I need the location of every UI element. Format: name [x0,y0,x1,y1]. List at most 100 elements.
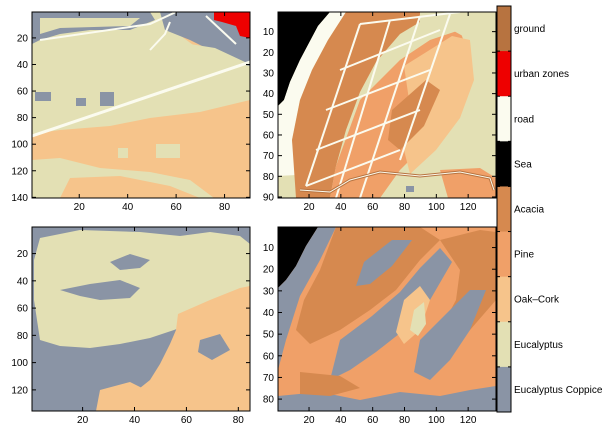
colorbar-swatch [497,51,511,97]
colorbar-label: Acacia [514,205,544,216]
x-tick-label: 80 [399,415,411,425]
x-tick-label: 60 [181,415,193,425]
y-tick-label: 40 [263,89,275,100]
y-tick-label: 60 [17,87,29,98]
map-bottom-right [278,227,496,411]
x-tick-label: 40 [335,415,347,425]
colorbar-frame [496,5,512,413]
x-tick-label: 120 [460,202,477,213]
region-sea [278,12,330,106]
colorbar-swatch [497,231,511,278]
road-grid [305,12,461,198]
colorbar-label: ground [514,24,545,35]
y-tick-label: 80 [263,172,275,183]
colorbar-label: road [514,114,534,125]
y-tick-label: 20 [17,33,29,44]
colorbar-swatch [497,186,511,233]
axes-bottom-left: 20 40 60 80 20 40 60 80 100 120 [11,226,251,425]
x-tick-label: 20 [74,202,86,213]
road-diagonal [32,60,250,138]
y-tick-label: 80 [17,113,29,124]
x-tick-label: 40 [129,415,141,425]
y-tick-label: 100 [11,358,28,369]
x-tick-label: 20 [77,415,89,425]
region-road-shore [278,12,346,176]
y-tick-label: 100 [11,140,28,151]
x-tick-label: 60 [367,415,379,425]
x-tick-label: 120 [460,415,477,425]
x-tick-label: 20 [303,415,315,425]
map-top-right [278,12,496,198]
colorbar-label: urban zones [514,69,569,80]
region-eucalyptus-right [440,12,496,74]
region-acacia-inner [388,80,440,150]
y-tick-label: 40 [17,276,29,287]
axes-frame [31,11,251,199]
x-tick-label: 80 [233,415,245,425]
road-upper [39,12,177,41]
colorbar-label: Sea [514,159,532,170]
y-tick-label: 70 [263,151,275,162]
region-sea [278,227,318,288]
y-tick-label: 80 [263,395,275,406]
colorbar-swatch [497,141,511,187]
map-bottom-left [32,227,250,411]
x-tick-label: 40 [335,202,347,213]
region-eucalyptus-top [32,12,250,134]
x-tick-label: 100 [428,415,445,425]
road-ring-inner [299,171,495,193]
region-coppice-band [330,248,452,380]
x-tick-label: 60 [171,202,183,213]
map-top-left [32,12,250,198]
region-coppice-inner [60,280,140,300]
colorbar-label: Oak–Cork [514,295,560,306]
y-tick-label: 10 [263,243,275,254]
region-coppice-band [414,290,486,380]
region-oak-cork-sw [96,382,150,411]
colorbar-swatch [497,276,511,323]
region-acacia [292,12,420,198]
colorbar-swatch [497,321,511,368]
region-acacia [296,227,440,344]
region-coppice-block [184,12,206,26]
y-tick-label: 120 [11,166,28,177]
y-tick-label: 80 [17,331,29,342]
region-coppice-shore [278,227,336,370]
axes-top-left: 20 40 60 80 20 40 60 80 100 120 140 [11,11,251,213]
region-coppice-sw [198,334,230,360]
region-coppice-band [356,240,412,286]
y-tick-label: 50 [263,110,275,121]
region-eucalyptus-patch [156,144,180,158]
y-tick-label: 10 [263,27,275,38]
region-coppice-right [160,12,250,66]
y-tick-label: 20 [263,265,275,276]
region-eucalyptus [410,302,426,336]
y-tick-label: 90 [263,192,275,203]
region-coppice-bottom [278,386,496,411]
y-tick-label: 20 [17,249,29,260]
colorbar-legend: ground urban zones road Sea Acacia Pine Oak–Co… [496,5,603,413]
y-tick-label: 60 [17,304,29,315]
road-curve [149,21,171,51]
y-tick-label: 30 [263,68,275,79]
y-tick-label: 140 [11,193,28,204]
colorbar-label: Eucalyptus Coppice [514,385,603,396]
x-tick-label: 60 [367,202,379,213]
x-tick-label: 20 [303,202,315,213]
region-eucalyptus-band [40,18,140,34]
region-coppice-inner [110,254,150,270]
region-acacia-bottom [300,372,360,396]
road-urban [205,15,237,45]
region-eucalyptus-ne [212,254,250,290]
colorbar-label: Pine [514,250,534,261]
y-tick-label: 60 [263,351,275,362]
region-coppice-patch [406,186,414,192]
y-tick-label: 60 [263,130,275,141]
axes-bottom-right: 20 40 60 80 100 120 10 20 30 40 50 60 70 80 [263,226,497,425]
x-tick-label: 40 [122,202,134,213]
x-tick-label: 80 [399,202,411,213]
axes-frame [31,226,251,412]
colorbar-swatch [497,96,511,142]
axes-frame [277,11,497,199]
